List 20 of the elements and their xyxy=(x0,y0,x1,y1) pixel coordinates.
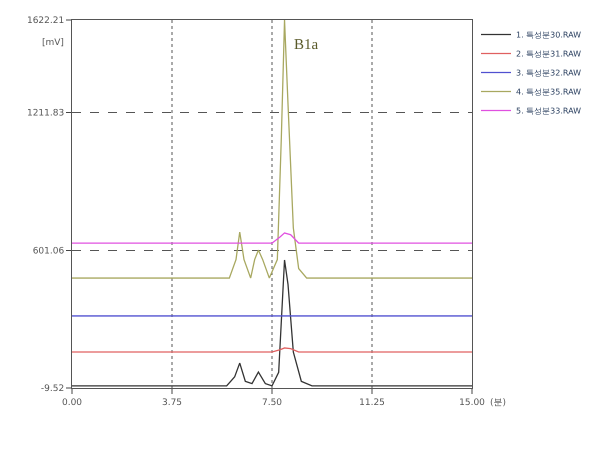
y-tick-label: 601.06 xyxy=(32,246,64,256)
line-series xyxy=(72,232,472,244)
y-tick-label: 1622.21 xyxy=(26,16,64,26)
annotation: B1a xyxy=(294,37,319,53)
line-series xyxy=(72,259,472,386)
x-tick-label: 7.50 xyxy=(262,398,282,408)
legend-label: 3. 특성분32.RAW xyxy=(516,68,582,78)
legend-label: 4. 특성분35.RAW xyxy=(516,88,582,97)
legend-label: 1. 특성분30.RAW xyxy=(516,30,582,40)
x-axis-title: (분) xyxy=(490,398,506,408)
x-tick-label: 0.00 xyxy=(62,398,82,408)
line-series xyxy=(72,20,472,279)
x-tick-label: 11.25 xyxy=(359,398,385,408)
legend-label: 5. 특성분33.RAW xyxy=(516,106,582,116)
y-tick-label: 1211.83 xyxy=(26,108,64,119)
y-tick-label: -9.52 xyxy=(40,384,64,394)
legend-label: 2. 특성분31.RAW xyxy=(516,50,582,59)
y-axis-title: [mV] xyxy=(42,38,64,48)
x-tick-label: 15.00 xyxy=(459,398,486,408)
x-tick-label: 3.75 xyxy=(162,398,182,408)
